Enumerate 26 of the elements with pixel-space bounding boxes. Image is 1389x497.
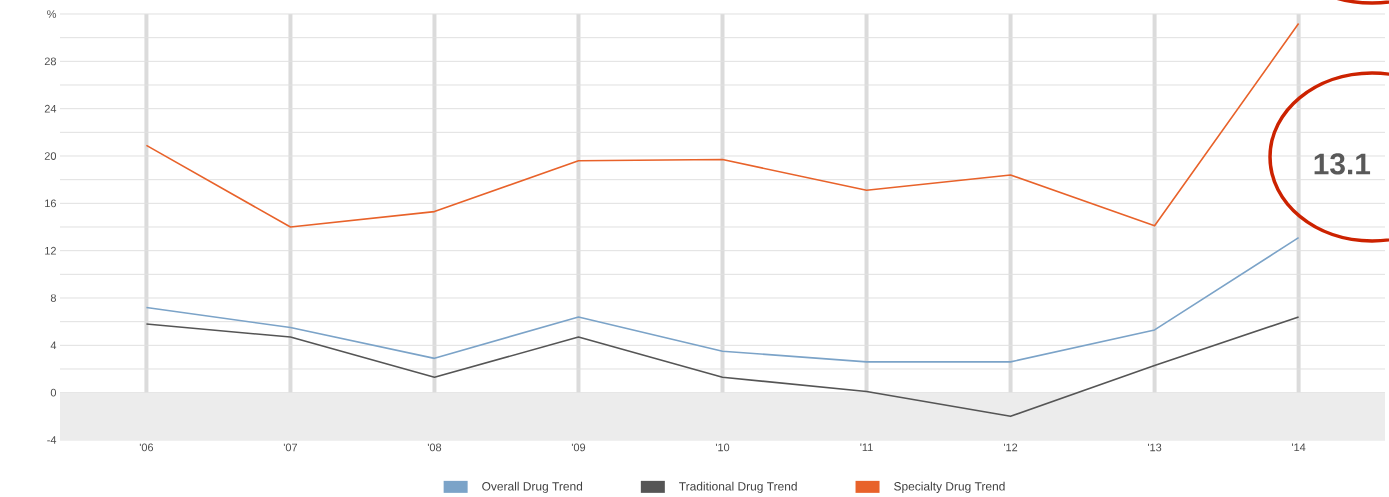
x-tick-label: '09 [571,443,586,452]
x-tick-label: '12 [1003,443,1018,452]
line-series [145,316,1300,418]
y-tick-label: 20 [44,152,57,160]
x-tick-label: '11 [860,443,873,452]
y-tick-label: 8 [50,294,56,302]
x-tick-label: '14 [1292,443,1306,452]
x-tick-label: '13 [1148,443,1162,452]
line-series [145,236,1300,363]
y-tick-label: -4 [47,436,57,444]
legend-label: Specialty Drug Trend [894,481,1005,493]
legend-label: Overall Drug Trend [482,481,583,493]
annotation: 13.1 [1314,153,1371,175]
y-tick-label: 0 [50,388,57,397]
y-tick-label: 24 [44,104,57,113]
x-tick-label: '10 [715,443,730,452]
line-series [145,22,1300,228]
y-tick-label: 16 [45,199,56,208]
y-tick-label: % [47,10,57,18]
x-tick-label: '07 [283,443,298,452]
y-tick-label: 28 [44,57,56,66]
x-tick-label: '08 [427,443,442,452]
y-tick-label: 4 [50,341,57,350]
x-tick-label: '06 [139,443,154,452]
y-tick-label: 12 [45,246,56,255]
legend-label: Traditional Drug Trend [679,481,797,493]
